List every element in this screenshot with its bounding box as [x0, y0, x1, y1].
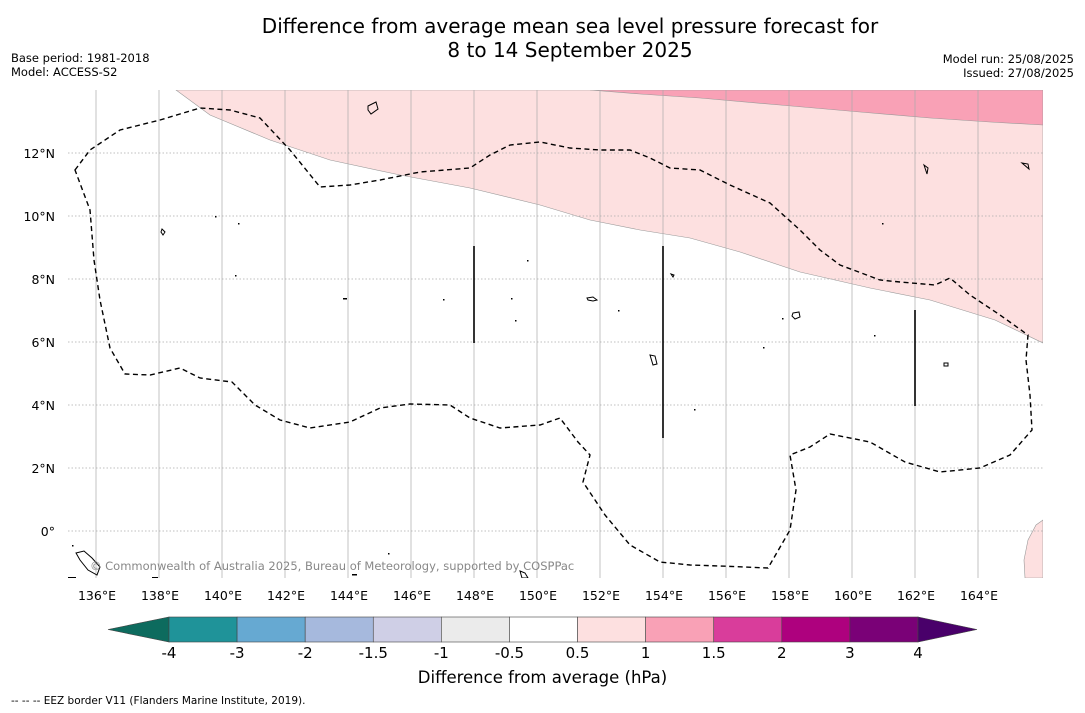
colorbar-tick-label: 1: [641, 644, 651, 662]
lon-label: 150°E: [519, 588, 557, 603]
lon-label: 138°E: [141, 588, 179, 603]
colorbar-bin: [849, 616, 919, 643]
colorbar-title: Difference from average (hPa): [417, 668, 668, 687]
colorbar-bin: [372, 616, 442, 643]
colorbar: -4 -3 -2 -1.5 -1 -0.5 0.5 1 1.5 2 3 4: [107, 616, 978, 662]
map-plot-area: © Commonwealth of Australia 2025, Bureau…: [68, 90, 1043, 578]
lon-label: 162°E: [897, 588, 935, 603]
lon-label: 164°E: [960, 588, 998, 603]
lon-label: 154°E: [645, 588, 683, 603]
colorbar-tick-label: -2: [298, 644, 313, 662]
anomaly-region-1-to-1-5: [589, 90, 1043, 126]
lat-label: 8°N: [31, 272, 55, 287]
lat-label: 4°N: [31, 398, 55, 413]
colorbar-extend-max: [917, 616, 978, 643]
colorbar-tick-label: 2: [777, 644, 787, 662]
meta-left: Base period: 1981-2018 Model: ACCESS-S2: [11, 51, 150, 79]
copyright-text: © Commonwealth of Australia 2025, Bureau…: [90, 559, 574, 573]
colorbar-tick-label: -3: [230, 644, 245, 662]
lat-label: 12°N: [23, 146, 55, 161]
colorbar-bin: [577, 616, 646, 643]
colorbar-tick-label: -1: [434, 644, 449, 662]
title-line-2: 8 to 14 September 2025: [447, 38, 693, 62]
colorbar-extend-min: [107, 616, 170, 643]
meta-right: Model run: 25/08/2025 Issued: 27/08/2025: [943, 52, 1074, 80]
title-line-1: Difference from average mean sea level p…: [261, 14, 879, 38]
model-text: Model: ACCESS-S2: [11, 65, 118, 79]
colorbar-tick-label: 0.5: [566, 644, 590, 662]
grid-lines: [68, 90, 1043, 578]
lon-label: 140°E: [204, 588, 242, 603]
vertical-marker-lines: [473, 246, 916, 438]
colorbar-bin: [168, 616, 238, 643]
colorbar-bin: [713, 616, 783, 643]
chart-title: Difference from average mean sea level p…: [200, 14, 940, 62]
anomaly-region-0-5-to-1: [175, 90, 1043, 344]
lon-label: 160°E: [834, 588, 872, 603]
lon-label: 142°E: [267, 588, 305, 603]
lat-axis-labels: 12°N 10°N 8°N 6°N 4°N 2°N 0°: [23, 146, 55, 539]
colorbar-bin: [441, 616, 510, 643]
colorbar-tick-label: -4: [162, 644, 177, 662]
lat-label: 0°: [41, 524, 55, 539]
lon-label: 146°E: [393, 588, 431, 603]
islands: [75, 101, 1030, 578]
lat-label: 2°N: [31, 461, 55, 476]
lat-label: 6°N: [31, 335, 55, 350]
colorbar-tick-label: -1.5: [359, 644, 388, 662]
colorbar-bin: [236, 616, 306, 643]
colorbar-bin: [645, 616, 715, 643]
eez-footnote: -- -- -- EEZ border V11 (Flanders Marine…: [11, 695, 306, 707]
lon-axis-labels: 136°E 138°E 140°E 142°E 144°E 146°E 148°…: [78, 588, 998, 603]
base-period-text: Base period: 1981-2018: [11, 51, 150, 65]
colorbar-bin: [509, 616, 578, 643]
colorbar-tick-label: -0.5: [495, 644, 524, 662]
lon-label: 156°E: [708, 588, 746, 603]
model-run-text: Model run: 25/08/2025: [942, 52, 1074, 66]
colorbar-bin: [304, 616, 374, 643]
colorbar-tick-label: 4: [913, 644, 923, 662]
lat-label: 10°N: [23, 209, 55, 224]
lon-label: 148°E: [456, 588, 494, 603]
eez-border-dashed: [74, 107, 1033, 569]
lon-label: 158°E: [771, 588, 809, 603]
lon-label: 152°E: [582, 588, 620, 603]
anomaly-region-south: [1023, 519, 1043, 578]
colorbar-tick-label: 3: [845, 644, 855, 662]
island-dots: [68, 216, 884, 578]
lon-label: 144°E: [330, 588, 368, 603]
issued-text: Issued: 27/08/2025: [963, 66, 1074, 80]
colorbar-tick-label: 1.5: [702, 644, 726, 662]
lon-label: 136°E: [78, 588, 116, 603]
colorbar-bin: [781, 616, 851, 643]
